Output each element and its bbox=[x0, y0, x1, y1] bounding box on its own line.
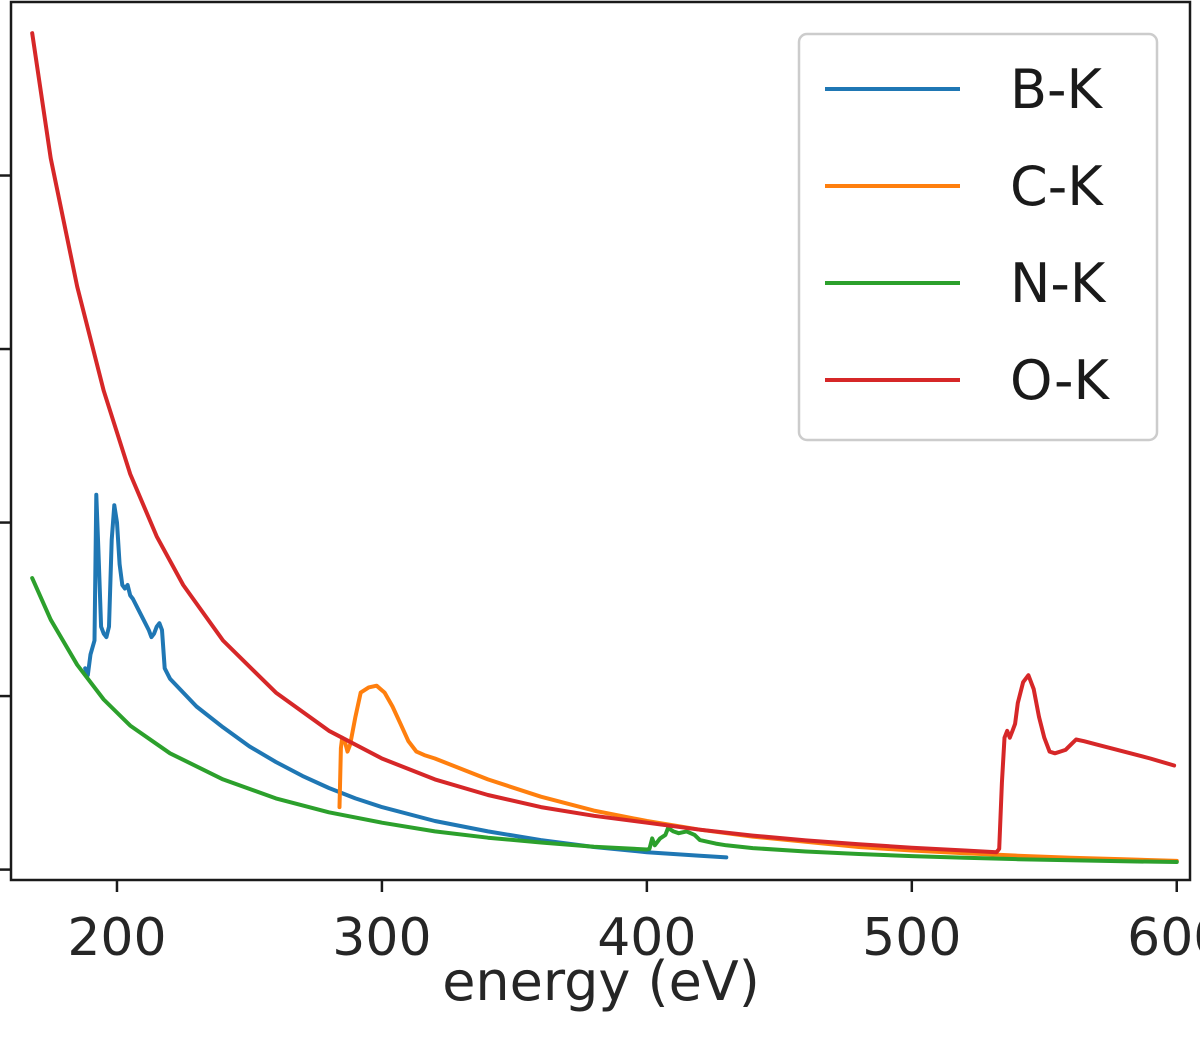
x-tick-label-4: 600 bbox=[1127, 908, 1200, 968]
x-tick-label-0: 200 bbox=[67, 908, 166, 968]
x-axis-ticks: 200 300 400 500 600 bbox=[67, 880, 1200, 968]
y-axis-ticks bbox=[0, 174, 11, 871]
x-axis-label: energy (eV) bbox=[442, 950, 760, 1013]
series-line-n-k bbox=[30, 576, 1179, 864]
x-tick-label-1: 300 bbox=[332, 908, 431, 968]
legend: B-K C-K N-K O-K bbox=[797, 32, 1159, 442]
legend-label-n-k: N-K bbox=[1010, 252, 1107, 315]
legend-label-c-k: C-K bbox=[1010, 155, 1104, 218]
legend-box bbox=[797, 32, 1159, 442]
series-line-c-k bbox=[337, 683, 1179, 863]
x-tick-label-2: 400 bbox=[597, 908, 696, 968]
x-tick-label-3: 500 bbox=[862, 908, 961, 968]
series-line-o-k bbox=[30, 31, 1177, 855]
series-layer bbox=[30, 31, 1179, 864]
series-line-b-k bbox=[83, 492, 729, 860]
legend-label-b-k: B-K bbox=[1010, 58, 1104, 121]
legend-label-o-k: O-K bbox=[1010, 349, 1110, 412]
